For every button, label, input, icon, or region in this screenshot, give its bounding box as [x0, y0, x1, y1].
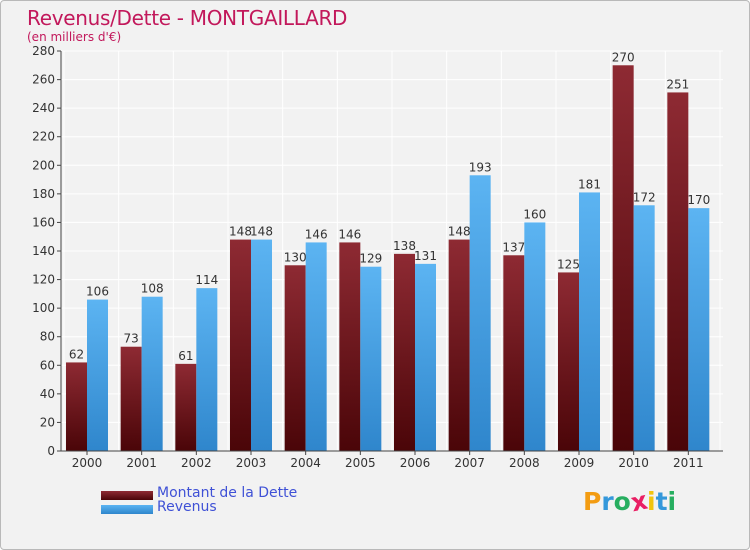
bar-revenue-2003: [251, 239, 272, 451]
y-tick-label: 260: [32, 73, 55, 87]
bar-debt-2003: [230, 239, 251, 451]
y-tick-label: 60: [40, 358, 55, 372]
data-label-debt: 146: [338, 227, 361, 241]
y-tick-label: 220: [32, 130, 55, 144]
data-label-debt: 148: [229, 225, 252, 239]
x-tick-label: 2011: [673, 456, 704, 470]
data-label-debt: 138: [393, 239, 416, 253]
logo-letter: r: [601, 487, 614, 516]
x-tick-label: 2009: [564, 456, 595, 470]
y-tick-label: 160: [32, 215, 55, 229]
x-tick-label: 2001: [126, 456, 157, 470]
y-tick-label: 200: [32, 158, 55, 172]
x-tick-label: 2005: [345, 456, 376, 470]
x-tick-label: 2004: [290, 456, 321, 470]
chart-subtitle: (en milliers d'€): [27, 30, 122, 44]
data-label-revenue: 193: [469, 160, 492, 174]
bar-revenue-2009: [579, 192, 600, 451]
y-tick-label: 0: [47, 444, 55, 458]
data-label-debt: 62: [69, 347, 84, 361]
bar-debt-2011: [667, 92, 689, 451]
legend-label-revenue: Revenus: [157, 499, 217, 515]
data-label-debt: 270: [612, 50, 635, 64]
bar-debt-2000: [66, 362, 87, 451]
data-label-revenue: 181: [578, 177, 601, 191]
y-tick-label: 100: [32, 301, 55, 315]
bar-revenue-2007: [469, 175, 491, 452]
data-label-debt: 130: [284, 250, 307, 264]
logo-letter: P: [583, 487, 602, 516]
x-tick-label: 2007: [454, 456, 485, 470]
bar-debt-2006: [394, 253, 415, 451]
logo-letter: i: [667, 487, 677, 516]
data-label-debt: 61: [178, 349, 193, 363]
bar-revenue-2006: [415, 263, 436, 451]
bar-debt-2007: [448, 239, 470, 451]
bar-debt-2004: [284, 265, 306, 451]
bar-debt-2010: [612, 65, 634, 452]
bar-debt-2005: [339, 242, 361, 451]
bar-debt-2009: [558, 272, 579, 451]
y-tick-label: 20: [40, 415, 55, 429]
logo-letter: o: [613, 487, 631, 516]
y-tick-label: 180: [32, 187, 55, 201]
bar-revenue-2005: [360, 266, 382, 451]
bar-debt-2001: [120, 346, 142, 451]
logo-letter: i: [647, 487, 656, 516]
data-label-revenue: 131: [414, 249, 437, 263]
bar-revenue-2008: [524, 222, 546, 451]
x-tick-label: 2006: [400, 456, 431, 470]
x-tick-label: 2010: [618, 456, 649, 470]
bar-revenue-2002: [196, 288, 218, 451]
data-label-revenue: 160: [523, 207, 546, 221]
bar-debt-2002: [175, 363, 197, 451]
y-tick-label: 40: [40, 387, 55, 401]
data-label-debt: 251: [666, 77, 689, 91]
bar-revenue-2000: [87, 299, 108, 451]
chart-title: Revenus/Dette - MONTGAILLARD: [27, 6, 348, 30]
logo-letter: t: [655, 487, 668, 516]
y-tick-label: 120: [32, 273, 55, 287]
data-label-debt: 137: [502, 240, 525, 254]
bar-revenue-2010: [633, 205, 655, 451]
y-tick-label: 140: [32, 244, 55, 258]
proxiti-logo: Proxiti: [583, 486, 677, 518]
data-label-debt: 148: [448, 225, 471, 239]
data-label-revenue: 172: [633, 190, 656, 204]
data-label-debt: 125: [557, 257, 580, 271]
y-tick-label: 240: [32, 101, 55, 115]
bar-revenue-2011: [688, 208, 710, 451]
data-label-revenue: 108: [141, 282, 164, 296]
bar-debt-2008: [503, 255, 525, 451]
bar-revenue-2004: [305, 242, 327, 451]
bar-revenue-2001: [141, 296, 163, 451]
legend-swatch-debt: [101, 491, 153, 500]
data-label-revenue: 129: [359, 252, 382, 266]
data-label-revenue: 114: [195, 273, 218, 287]
legend-label-debt: Montant de la Dette: [157, 485, 298, 501]
x-tick-label: 2002: [181, 456, 212, 470]
data-label-revenue: 106: [86, 285, 109, 299]
data-label-revenue: 148: [250, 225, 273, 239]
data-label-revenue: 170: [687, 193, 710, 207]
x-tick-label: 2000: [72, 456, 103, 470]
legend-swatch-revenue: [101, 505, 153, 514]
x-tick-label: 2008: [509, 456, 540, 470]
data-label-debt: 73: [124, 332, 139, 346]
x-tick-label: 2003: [236, 456, 267, 470]
data-label-revenue: 146: [305, 227, 328, 241]
y-tick-label: 280: [32, 44, 55, 58]
y-tick-label: 80: [40, 330, 55, 344]
